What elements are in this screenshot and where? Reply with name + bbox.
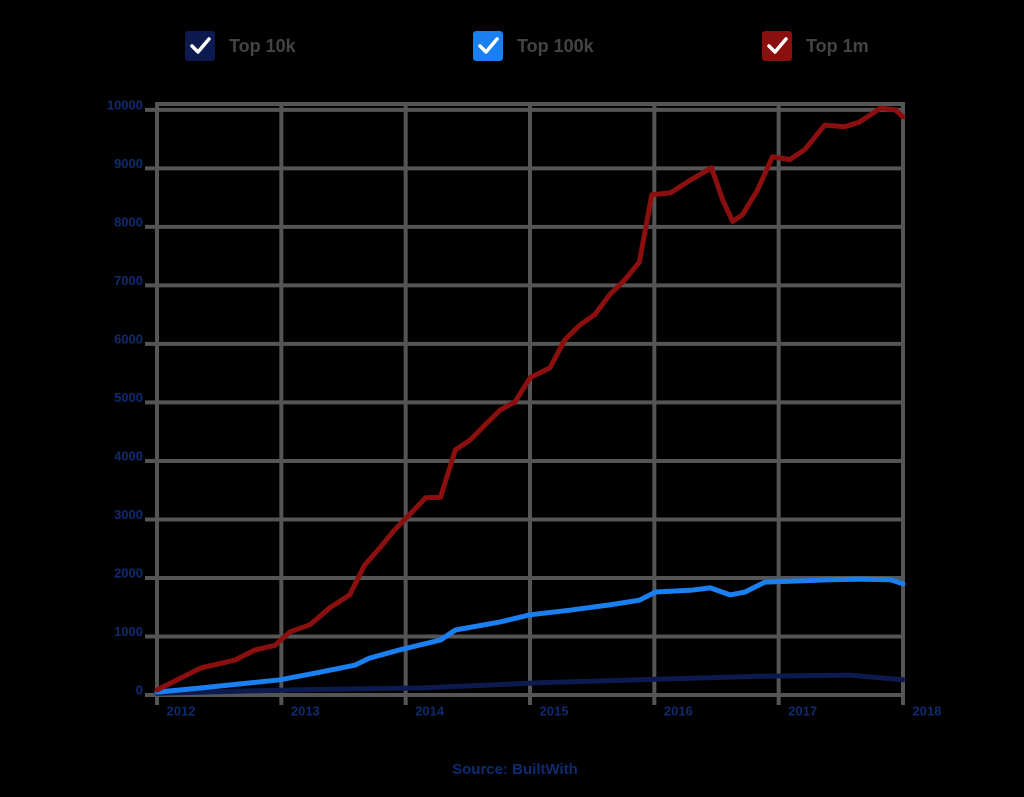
legend-checkbox[interactable] [185, 31, 215, 61]
legend-check [767, 37, 788, 54]
legend-check [478, 37, 499, 54]
x-tick-label: 2018 [913, 703, 942, 718]
y-tick-label: 8000 [114, 214, 143, 229]
legend-label[interactable]: Top 10k [229, 36, 297, 56]
y-tick-label: 10000 [107, 97, 143, 112]
y-tick-label: 2000 [114, 565, 143, 580]
x-tick-label: 2017 [788, 703, 817, 718]
y-tick-label: 9000 [114, 156, 143, 171]
legend-label[interactable]: Top 100k [517, 36, 595, 56]
x-tick-label: 2012 [167, 703, 196, 718]
y-tick-label: 4000 [114, 448, 143, 463]
series-line [154, 105, 906, 693]
x-tick-label: 2014 [415, 703, 445, 718]
x-tick-label: 2013 [291, 703, 320, 718]
x-axis-label: Source: BuiltWith [452, 761, 578, 778]
series-line [154, 672, 906, 696]
x-tick-label: 2016 [664, 703, 693, 718]
y-tick-label: 5000 [114, 390, 143, 405]
y-tick-label: 1000 [114, 624, 143, 639]
x-tick-label: 2015 [540, 703, 569, 718]
legend-label[interactable]: Top 1m [806, 36, 869, 56]
legend-check [190, 37, 211, 54]
series-line [154, 576, 906, 695]
y-tick-label: 6000 [114, 331, 143, 346]
y-tick-label: 3000 [114, 507, 143, 522]
legend-checkbox[interactable] [473, 31, 503, 61]
y-tick-label: 0 [136, 682, 143, 697]
y-tick-label: 7000 [114, 273, 143, 288]
legend-checkbox[interactable] [762, 31, 792, 61]
